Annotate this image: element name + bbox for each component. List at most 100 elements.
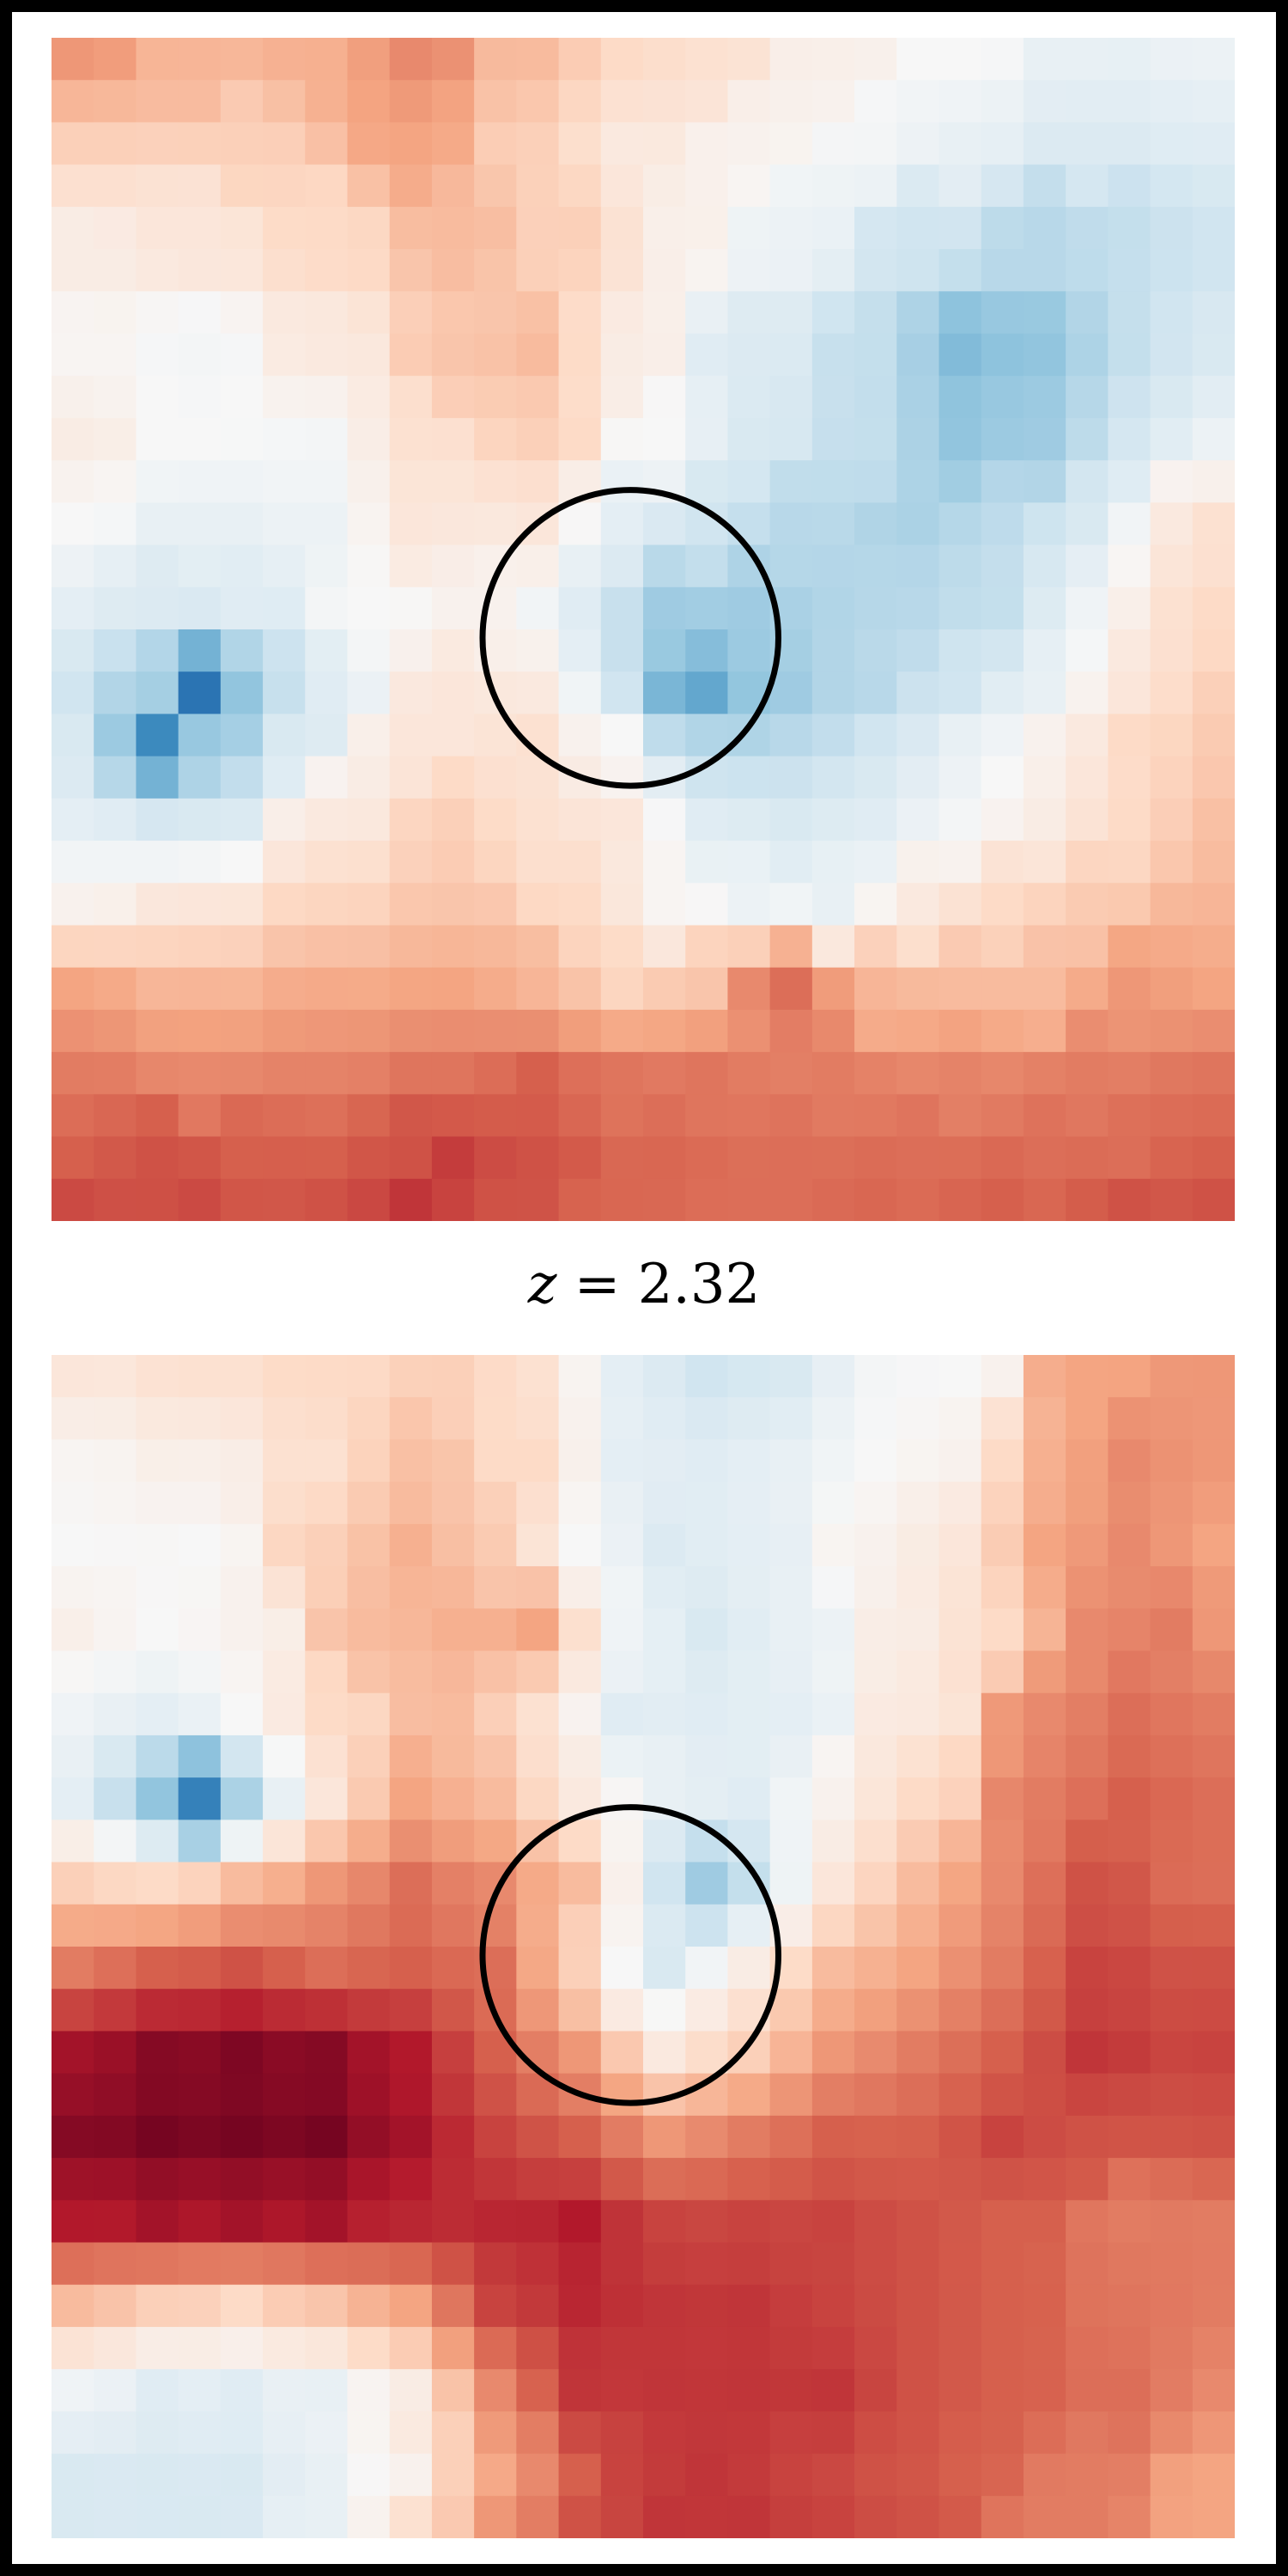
heatmap-cell <box>896 417 940 461</box>
heatmap-cell <box>1150 1735 1194 1778</box>
heatmap-cell <box>685 1397 729 1441</box>
heatmap-cell <box>896 1009 940 1053</box>
heatmap-cell <box>516 1481 560 1525</box>
heatmap-cell <box>52 38 94 81</box>
heatmap-cell <box>1192 2242 1235 2286</box>
heatmap-cell <box>220 164 264 208</box>
heatmap-cell <box>263 1523 306 1567</box>
heatmap-cell <box>854 1777 897 1820</box>
heatmap-cell <box>685 2369 729 2412</box>
heatmap-cell <box>178 1094 222 1138</box>
heatmap-cell <box>769 1439 813 1483</box>
heatmap-cell <box>981 1650 1024 1694</box>
heatmap-cell <box>1192 544 1235 588</box>
heatmap-cell <box>727 2411 771 2455</box>
heatmap-cell <box>811 1052 855 1095</box>
heatmap-cell <box>1150 544 1194 588</box>
heatmap-cell <box>939 291 982 335</box>
heatmap-cell <box>1023 1094 1066 1138</box>
heatmap-cell <box>347 2369 391 2412</box>
heatmap-cell <box>643 249 686 292</box>
heatmap-cell <box>347 671 391 715</box>
heatmap-cell <box>263 1692 306 1736</box>
heatmap-cell <box>981 2115 1024 2159</box>
heatmap-cell <box>685 460 729 503</box>
heatmap-cell <box>1108 1566 1151 1609</box>
heatmap-cell <box>854 2200 897 2244</box>
heatmap-cell <box>178 1481 222 1525</box>
heatmap-cell <box>558 586 602 630</box>
heatmap-cell <box>1023 417 1066 461</box>
heatmap-cell <box>178 1355 222 1398</box>
heatmap-cell <box>896 1862 940 1905</box>
heatmap-cell <box>769 925 813 969</box>
heatmap-cell <box>896 1735 940 1778</box>
heatmap-cell <box>516 333 560 377</box>
heatmap-cell <box>178 883 222 927</box>
heatmap-cell <box>811 2031 855 2075</box>
heatmap-cell <box>727 2200 771 2244</box>
heatmap-cell <box>896 2158 940 2201</box>
heatmap-cell <box>389 1904 433 1947</box>
heatmap-cell <box>1023 502 1066 546</box>
heatmap-cell <box>52 249 94 292</box>
heatmap-cell <box>811 417 855 461</box>
heatmap-cell <box>1066 249 1109 292</box>
heatmap-cell <box>94 2453 137 2497</box>
heatmap-cell <box>136 798 179 841</box>
heatmap-cell <box>389 417 433 461</box>
heatmap-cell <box>220 1947 264 1990</box>
heatmap-cell <box>431 756 475 799</box>
heatmap-cell <box>347 460 391 503</box>
heatmap-cell <box>558 925 602 969</box>
heatmap-cell <box>136 1820 179 1863</box>
heatmap-cell <box>1066 164 1109 208</box>
heatmap-cell <box>52 2495 94 2538</box>
heatmap-cell <box>727 1355 771 1398</box>
heatmap-cell <box>600 629 644 672</box>
heatmap-cell <box>516 1094 560 1138</box>
heatmap-cell <box>558 2411 602 2455</box>
heatmap-cell <box>52 1608 94 1652</box>
heatmap-cell <box>1023 1904 1066 1947</box>
heatmap-cell <box>474 1439 517 1483</box>
heatmap-cell <box>136 1397 179 1441</box>
heatmap-cell <box>1066 1178 1109 1221</box>
heatmap-cell <box>516 1608 560 1652</box>
heatmap-cell <box>981 1397 1024 1441</box>
heatmap-cell <box>1192 2326 1235 2370</box>
heatmap-cell <box>516 2115 560 2159</box>
heatmap-cell <box>1023 2326 1066 2370</box>
heatmap-cell <box>600 2369 644 2412</box>
heatmap-cell <box>1066 586 1109 630</box>
heatmap-cell <box>94 2158 137 2201</box>
heatmap-cell <box>854 1178 897 1221</box>
heatmap-cell <box>263 2453 306 2497</box>
heatmap-cell <box>981 291 1024 335</box>
heatmap-cell <box>769 841 813 884</box>
heatmap-cell <box>305 2326 349 2370</box>
heatmap-cell <box>685 1136 729 1180</box>
heatmap-cell <box>854 544 897 588</box>
heatmap-cell <box>263 2115 306 2159</box>
heatmap-cell <box>220 1735 264 1778</box>
heatmap-cell <box>939 1735 982 1778</box>
heatmap-cell <box>389 1608 433 1652</box>
heatmap-cell <box>178 249 222 292</box>
heatmap-cell <box>94 586 137 630</box>
heatmap-cell <box>263 2242 306 2286</box>
heatmap-cell <box>136 883 179 927</box>
heatmap-cell <box>896 544 940 588</box>
heatmap-cell <box>52 2031 94 2075</box>
heatmap-cell <box>220 417 264 461</box>
heatmap-cell <box>600 249 644 292</box>
heatmap-cell <box>1023 883 1066 927</box>
heatmap-cell <box>94 1735 137 1778</box>
heatmap-cell <box>220 629 264 672</box>
heatmap-cell <box>431 1009 475 1053</box>
heatmap-cell <box>727 1481 771 1525</box>
heatmap-cell <box>1108 38 1151 81</box>
heatmap-cell <box>136 1178 179 1221</box>
heatmap-cell <box>516 206 560 250</box>
heatmap-cell <box>981 2326 1024 2370</box>
